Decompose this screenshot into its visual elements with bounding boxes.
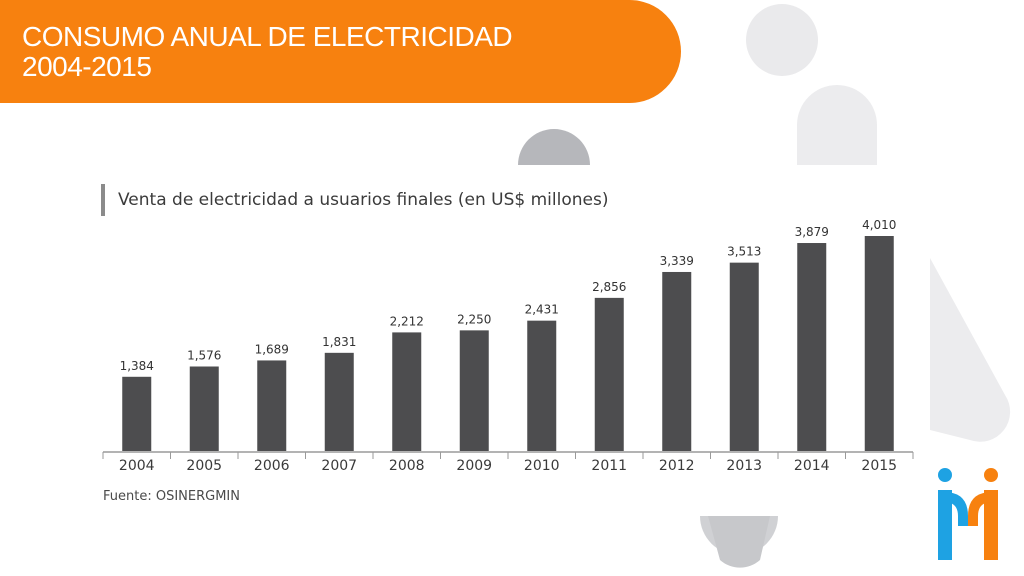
data-label-2015: 4,010 bbox=[862, 218, 896, 232]
x-tick-2004: 2004 bbox=[119, 458, 155, 474]
data-label-2008: 2,212 bbox=[390, 314, 424, 328]
slide-title: CONSUMO ANUAL DE ELECTRICIDAD 2004-2015 bbox=[22, 21, 513, 82]
brand-logo-icon bbox=[938, 468, 998, 560]
bar-2011 bbox=[594, 297, 624, 451]
deco-arch bbox=[797, 85, 877, 165]
bar-2014 bbox=[797, 243, 827, 451]
data-label-2013: 3,513 bbox=[727, 245, 761, 259]
x-tick-2006: 2006 bbox=[254, 458, 290, 474]
x-tick-2013: 2013 bbox=[726, 458, 762, 474]
data-label-2007: 1,831 bbox=[322, 335, 356, 349]
bar-2005 bbox=[189, 366, 219, 451]
data-label-2009: 2,250 bbox=[457, 312, 491, 326]
data-label-2005: 1,576 bbox=[187, 349, 221, 363]
x-tick-2005: 2005 bbox=[186, 458, 222, 474]
data-label-2006: 1,689 bbox=[255, 342, 289, 356]
x-tick-2012: 2012 bbox=[659, 458, 695, 474]
bar-2007 bbox=[324, 352, 354, 451]
chart-title: Venta de electricidad a usuarios finales… bbox=[118, 190, 609, 210]
bar-2006 bbox=[257, 360, 287, 451]
bar-2004 bbox=[122, 376, 152, 451]
bar-2010 bbox=[527, 320, 557, 451]
data-label-2004: 1,384 bbox=[120, 359, 154, 373]
x-tick-2014: 2014 bbox=[794, 458, 830, 474]
slide-title-line1: CONSUMO ANUAL DE ELECTRICIDAD bbox=[22, 21, 513, 52]
chart-source: Fuente: OSINERGMIN bbox=[103, 489, 240, 504]
x-tick-2007: 2007 bbox=[321, 458, 357, 474]
bar-2012 bbox=[662, 271, 692, 451]
slide-title-line2: 2004-2015 bbox=[22, 51, 152, 82]
data-label-2011: 2,856 bbox=[592, 280, 626, 294]
x-tick-2009: 2009 bbox=[456, 458, 492, 474]
deco-half-circle bbox=[518, 129, 590, 165]
bar-2008 bbox=[392, 332, 422, 451]
bar-2009 bbox=[459, 330, 489, 451]
x-tick-2015: 2015 bbox=[861, 458, 897, 474]
deco-bottom-shape bbox=[708, 516, 770, 568]
x-tick-2010: 2010 bbox=[524, 458, 560, 474]
data-label-2012: 3,339 bbox=[660, 254, 694, 268]
x-tick-2011: 2011 bbox=[591, 458, 627, 474]
deco-circle bbox=[746, 4, 818, 76]
x-tick-2008: 2008 bbox=[389, 458, 425, 474]
title-banner: CONSUMO ANUAL DE ELECTRICIDAD 2004-2015 bbox=[0, 0, 681, 103]
chart-heading-accent bbox=[101, 184, 105, 216]
data-label-2010: 2,431 bbox=[525, 303, 559, 317]
bar-2015 bbox=[864, 236, 894, 451]
deco-diagonal bbox=[930, 258, 1011, 442]
data-label-2014: 3,879 bbox=[795, 225, 829, 239]
bar-2013 bbox=[729, 262, 759, 451]
